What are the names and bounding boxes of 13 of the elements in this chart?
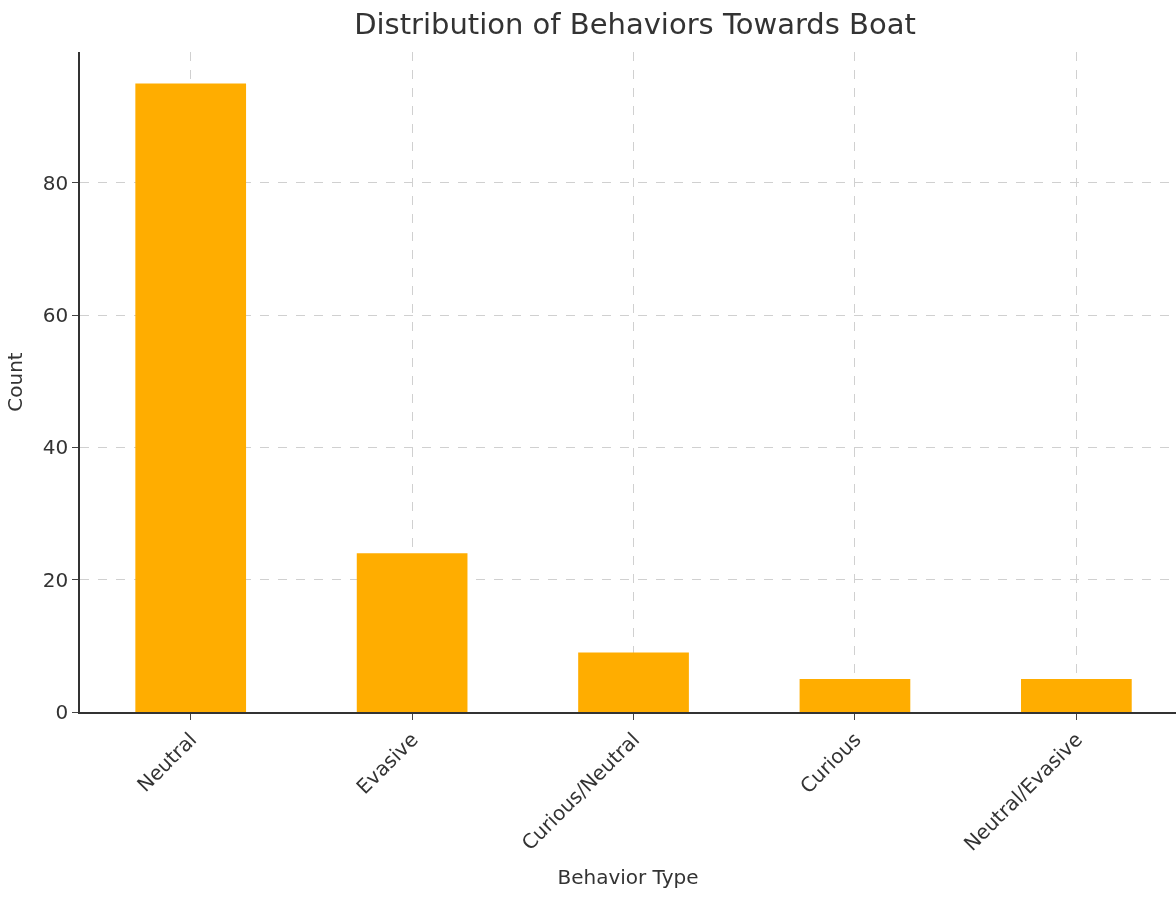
x-axis-title: Behavior Type [557,864,699,889]
y-tick-label: 60 [42,303,69,328]
chart-title: Distribution of Behaviors Towards Boat [354,6,916,41]
y-tick-label: 0 [55,700,69,724]
bar [799,678,911,712]
y-tick-label: 40 [42,435,69,460]
bar [578,652,689,712]
y-tick-label: 20 [42,567,69,592]
bar [135,83,247,712]
y-axis-title: Count [2,352,27,412]
bar [356,553,468,712]
y-tick-label: 80 [42,170,69,195]
bar [1021,678,1132,712]
